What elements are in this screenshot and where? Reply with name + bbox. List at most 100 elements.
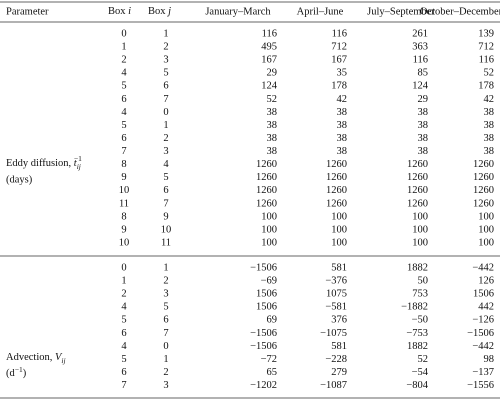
cell-value: −1506 xyxy=(250,262,277,273)
cell-value: 712 xyxy=(478,41,494,52)
cell-value: −1882 xyxy=(401,302,428,313)
box-index: 11 xyxy=(119,198,129,209)
box-index: 0 xyxy=(121,262,126,273)
box-index: 7 xyxy=(163,328,168,339)
cell-value: 116 xyxy=(262,28,277,39)
cell-value: 1260 xyxy=(473,185,494,196)
box-index: 3 xyxy=(163,146,168,157)
cell-value: 581 xyxy=(331,341,347,352)
box-index: 4 xyxy=(163,159,169,170)
cell-value: −376 xyxy=(325,275,347,286)
cell-value: 1882 xyxy=(407,341,428,352)
box-index: 5 xyxy=(121,315,126,326)
cell-value: 167 xyxy=(331,55,347,66)
box-index: 9 xyxy=(163,211,168,222)
cell-value: 1506 xyxy=(256,302,277,313)
cell-value: 100 xyxy=(331,238,347,249)
cell-value: 753 xyxy=(412,289,428,300)
box-index: 1 xyxy=(163,354,168,365)
box-index: 6 xyxy=(121,133,126,144)
cell-value: −804 xyxy=(406,380,428,391)
section-unit: (d−1) xyxy=(6,365,27,380)
box-index: 5 xyxy=(163,302,168,313)
box-index: 4 xyxy=(121,68,127,79)
cell-value: 38 xyxy=(418,133,429,144)
cell-value: 124 xyxy=(261,81,278,92)
cell-value: 42 xyxy=(337,94,348,105)
cell-value: 376 xyxy=(331,315,347,326)
section-unit: (days) xyxy=(6,174,33,185)
cell-value: 38 xyxy=(337,146,348,157)
cell-value: 65 xyxy=(267,367,278,378)
cell-value: −1506 xyxy=(250,341,277,352)
cell-value: −72 xyxy=(261,354,277,365)
header-period: July–September xyxy=(367,6,435,17)
cell-value: 495 xyxy=(261,41,277,52)
cell-value: 38 xyxy=(484,133,495,144)
cell-value: −442 xyxy=(472,262,494,273)
cell-value: 100 xyxy=(478,211,494,222)
cell-value: −54 xyxy=(412,367,429,378)
box-index: 1 xyxy=(163,120,168,131)
box-index: 4 xyxy=(121,341,127,352)
cell-value: 29 xyxy=(267,68,278,79)
box-index: 6 xyxy=(163,81,168,92)
cell-value: −1075 xyxy=(320,328,347,339)
cell-value: 178 xyxy=(331,81,347,92)
box-index: 5 xyxy=(163,68,168,79)
cell-value: 38 xyxy=(267,133,278,144)
cell-value: 38 xyxy=(418,107,429,118)
cell-value: 29 xyxy=(418,94,429,105)
cell-value: 1260 xyxy=(473,172,494,183)
cell-value: 52 xyxy=(484,68,495,79)
cell-value: −50 xyxy=(412,315,428,326)
cell-value: 100 xyxy=(478,238,494,249)
cell-value: −753 xyxy=(406,328,428,339)
cell-value: 38 xyxy=(418,146,429,157)
box-index: 6 xyxy=(121,94,126,105)
cell-value: −442 xyxy=(472,341,494,352)
section-label: Advection, Vij xyxy=(6,352,66,364)
box-index: 9 xyxy=(121,172,126,183)
cell-value: −1087 xyxy=(320,380,347,391)
box-index: 3 xyxy=(163,55,168,66)
box-index: 2 xyxy=(163,133,168,144)
box-index: 5 xyxy=(163,172,168,183)
box-index: 1 xyxy=(163,28,168,39)
cell-value: 1260 xyxy=(407,159,428,170)
cell-value: 116 xyxy=(413,55,428,66)
box-index: 5 xyxy=(121,120,126,131)
box-index: 11 xyxy=(161,238,171,249)
cell-value: 38 xyxy=(337,120,348,131)
box-index: 3 xyxy=(163,380,168,391)
box-index: 3 xyxy=(163,289,168,300)
cell-value: 167 xyxy=(261,55,277,66)
box-index: 1 xyxy=(121,41,126,52)
cell-value: 363 xyxy=(412,41,428,52)
cell-value: 52 xyxy=(418,354,429,365)
cell-value: 1506 xyxy=(256,289,277,300)
cell-value: 50 xyxy=(418,275,429,286)
cell-value: 178 xyxy=(478,81,494,92)
cell-value: 38 xyxy=(267,146,278,157)
cell-value: 261 xyxy=(412,28,428,39)
header-period: October–December xyxy=(420,6,500,17)
box-index: 6 xyxy=(121,367,126,378)
cell-value: 100 xyxy=(331,224,347,235)
cell-value: 35 xyxy=(337,68,348,79)
cell-value: 38 xyxy=(267,120,278,131)
section-label: Eddy diffusion, tij−1 xyxy=(6,154,82,171)
box-index: 8 xyxy=(121,159,126,170)
cell-value: 38 xyxy=(484,146,495,157)
header-parameter: Parameter xyxy=(6,6,49,17)
cell-value: 1260 xyxy=(256,198,277,209)
cell-value: −69 xyxy=(261,275,277,286)
cell-value: 38 xyxy=(418,120,429,131)
cell-value: 52 xyxy=(267,94,278,105)
cell-value: 1260 xyxy=(326,185,347,196)
cell-value: 1260 xyxy=(407,198,428,209)
cell-value: 69 xyxy=(267,315,278,326)
cell-value: 100 xyxy=(261,224,277,235)
cell-value: 1260 xyxy=(326,159,347,170)
cell-value: −137 xyxy=(472,367,494,378)
